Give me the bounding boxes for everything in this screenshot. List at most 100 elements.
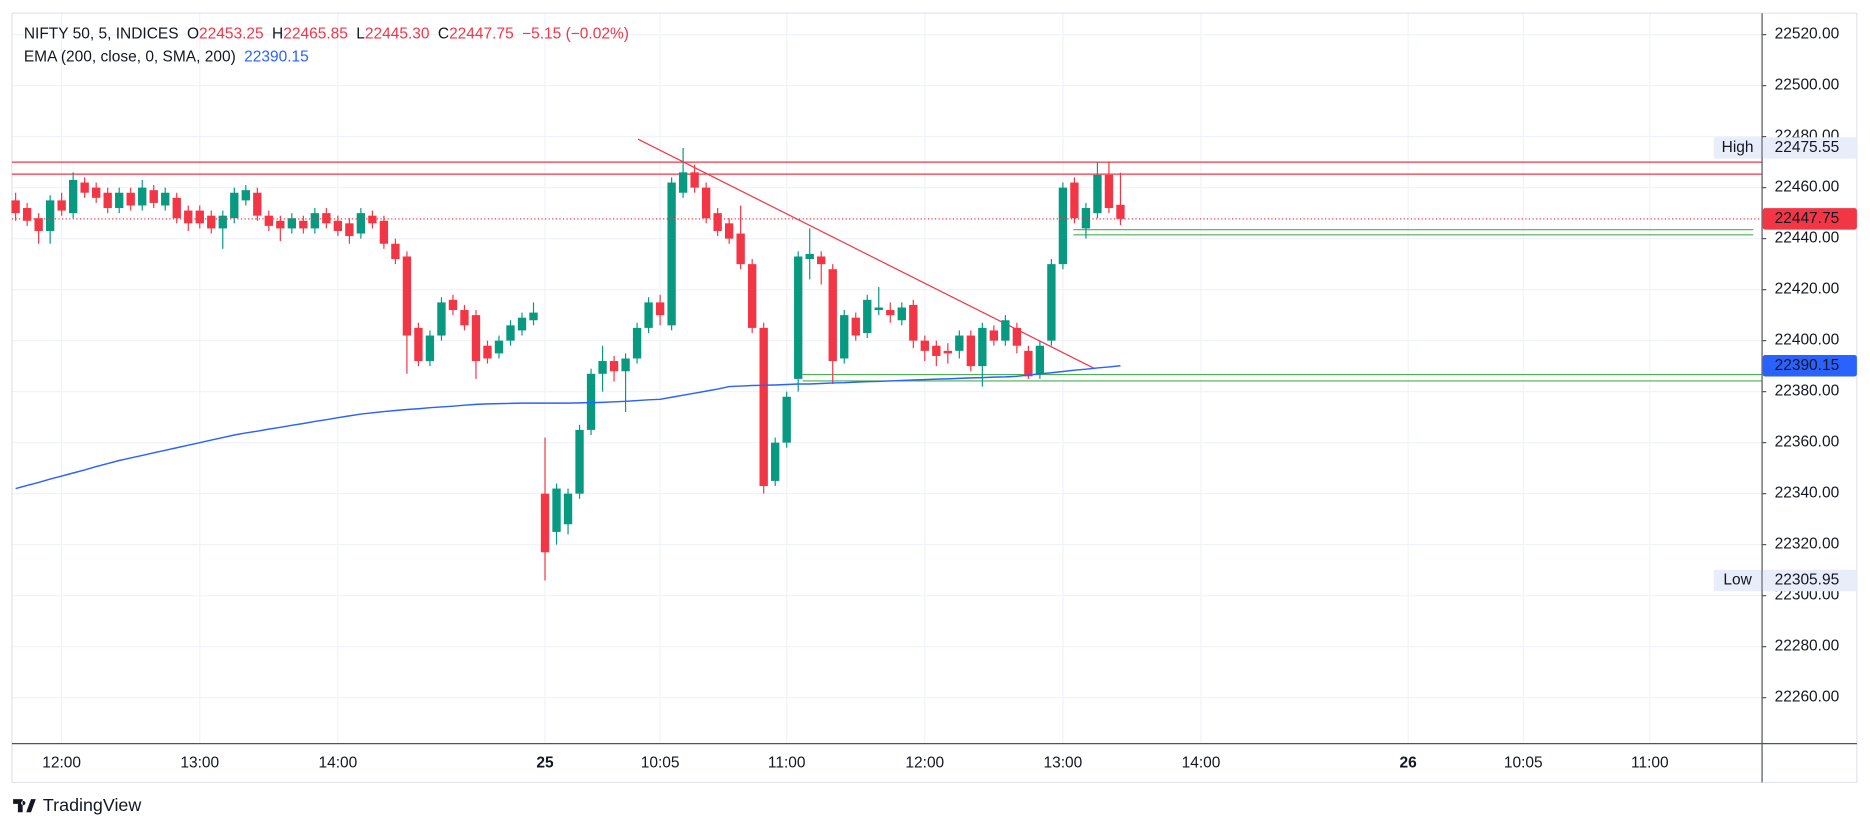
candle-body (771, 442, 780, 481)
legend-change: −5.15 (−0.02%) (522, 26, 629, 43)
candle-body (644, 302, 653, 328)
marker-value-box (1762, 569, 1857, 592)
candle-body (45, 200, 55, 231)
last-price-label: 22447.75 (1775, 210, 1840, 227)
candle-body (828, 269, 837, 362)
candle-body (448, 299, 458, 311)
legend-value: 22453.25 (199, 26, 264, 43)
candle-body (506, 325, 515, 341)
candle-body (402, 256, 412, 336)
header-line: NIFTY 50, 5, INDICES O22453.25 H22465.85 L2… (24, 26, 629, 43)
candle-body (805, 253, 814, 260)
candle-body (414, 327, 423, 362)
y-tick-label: 22500.00 (1775, 77, 1840, 94)
candle-body (184, 210, 193, 224)
candle-body (299, 220, 308, 229)
legend-value: 22447.75 (449, 26, 514, 43)
candle-body (943, 350, 952, 354)
marker-name: High (1722, 139, 1754, 156)
grid-layer: 22260.0022280.0022300.0022320.0022340.00… (11, 13, 1840, 771)
marker-value-box (1762, 137, 1857, 159)
indicator-line: EMA (200, close, 0, SMA, 200) 22390.15 (24, 48, 309, 65)
candle-body (724, 223, 734, 239)
candle-body (909, 304, 918, 341)
candle-body (552, 488, 561, 532)
x-tick-label: 12:00 (42, 754, 81, 771)
tags: High 22475.55 Low 22305.95 22447.75 22390.15 (1713, 137, 1857, 592)
y-tick-label: 22320.00 (1775, 536, 1840, 553)
y-tick-label: 22440.00 (1775, 230, 1840, 247)
last-price-box (1762, 208, 1857, 230)
candle-body (68, 179, 78, 214)
candle-body (103, 192, 112, 209)
candle-body (391, 243, 400, 260)
y-tick-label: 22360.00 (1775, 434, 1840, 451)
candle-body (690, 172, 699, 188)
candle-body (1104, 174, 1114, 209)
y-tick-label: 22460.00 (1775, 179, 1840, 196)
candle-body (218, 215, 227, 229)
y-tick-label: 22340.00 (1775, 485, 1840, 502)
marker-name: Low (1723, 572, 1752, 589)
candle-body (863, 299, 872, 333)
candle-body (92, 187, 101, 198)
logo: TradingView (13, 795, 141, 815)
candle-body (1001, 320, 1010, 341)
candle-body (425, 335, 435, 362)
candle-body (598, 361, 607, 374)
candle-body (483, 345, 492, 359)
candle-body (379, 220, 389, 244)
candle-body (310, 213, 320, 229)
candle-body (80, 182, 89, 193)
candle-body (874, 307, 883, 311)
y-tick-label: 22260.00 (1775, 689, 1840, 706)
candle-body (1058, 187, 1068, 265)
candle-body (172, 197, 181, 219)
candle-body (621, 358, 630, 372)
candle-body (322, 213, 331, 224)
x-tick-label: 12:00 (905, 754, 944, 771)
candle-body (632, 327, 642, 359)
legend-key: L (356, 26, 365, 43)
candle-body (437, 302, 446, 336)
marker-value-label: 22305.95 (1775, 572, 1840, 589)
x-tick-label: 14:00 (1182, 754, 1221, 771)
candle-body (701, 187, 711, 219)
candle-body (886, 310, 895, 316)
marks (11, 138, 1762, 581)
y-tick-label: 22280.00 (1775, 638, 1840, 655)
candle-body (230, 192, 239, 219)
candle-body (748, 264, 757, 328)
brand: TradingView (43, 795, 141, 815)
candle-body (207, 215, 216, 229)
indicator-value: 22390.15 (244, 48, 309, 65)
candle-body (851, 317, 860, 336)
x-tick-label: 11:00 (1631, 754, 1669, 771)
candle-body (517, 317, 527, 331)
candle-body (115, 192, 124, 209)
candle-body (57, 200, 66, 211)
candle-body (736, 233, 745, 265)
candle-body (138, 187, 147, 206)
candle-body (794, 256, 803, 379)
candle-body (586, 373, 596, 430)
x-tick-label: 10:05 (1504, 754, 1543, 771)
indicator-name: EMA (200, close, 0, SMA, 200) (24, 48, 236, 65)
legend-key: C (438, 26, 449, 43)
x-tick-label: 13:00 (1044, 754, 1083, 771)
symbol: NIFTY 50, 5, INDICES (24, 26, 179, 43)
candle-body (817, 256, 826, 265)
candle-body (978, 327, 987, 367)
y-tick-label: 22400.00 (1775, 332, 1840, 349)
candle-body (264, 215, 273, 226)
legend-key: H (272, 26, 283, 43)
y-tick-label: 22380.00 (1775, 383, 1840, 400)
candle-body (149, 190, 158, 203)
candle-body (34, 218, 43, 231)
legend-value: 22445.30 (365, 26, 430, 43)
x-tick-label: 14:00 (318, 754, 357, 771)
ema-price-box (1762, 355, 1857, 377)
ema-price-label: 22390.15 (1775, 357, 1840, 374)
